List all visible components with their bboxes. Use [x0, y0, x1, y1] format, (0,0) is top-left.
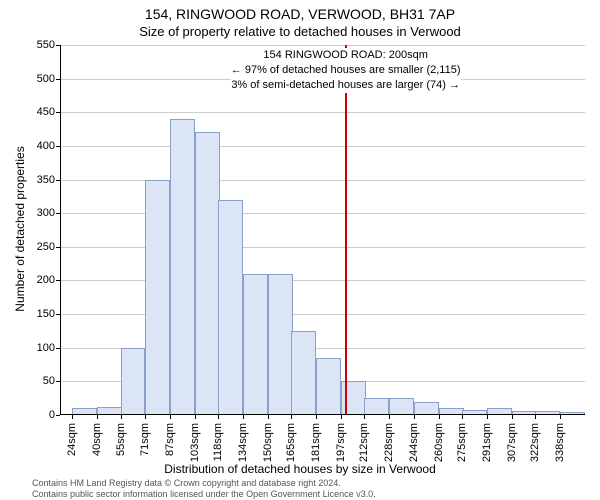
- attribution-line1: Contains HM Land Registry data © Crown c…: [32, 478, 376, 489]
- y-tick-label: 250: [25, 241, 55, 253]
- y-tick-label: 100: [25, 342, 55, 354]
- histogram-bar: [121, 348, 146, 415]
- annotation-line3: 3% of semi-detached houses are larger (7…: [231, 78, 461, 93]
- histogram-bar: [268, 274, 293, 415]
- histogram-bar: [218, 200, 243, 415]
- attribution-line2: Contains public sector information licen…: [32, 489, 376, 500]
- annotation-line1: 154 RINGWOOD ROAD: 200sqm: [231, 48, 461, 63]
- gridline: [60, 280, 585, 281]
- marker-line: [345, 45, 347, 415]
- histogram-bar: [414, 402, 439, 415]
- histogram-bar: [170, 119, 195, 415]
- chart-title: 154, RINGWOOD ROAD, VERWOOD, BH31 7AP: [0, 6, 600, 22]
- x-axis-label: Distribution of detached houses by size …: [0, 462, 600, 476]
- gridline: [60, 247, 585, 248]
- gridline: [60, 45, 585, 46]
- y-tick-label: 550: [25, 39, 55, 51]
- y-tick-label: 150: [25, 308, 55, 320]
- y-tick-label: 400: [25, 140, 55, 152]
- gridline: [60, 146, 585, 147]
- annotation-box: 154 RINGWOOD ROAD: 200sqm← 97% of detach…: [231, 48, 461, 93]
- y-tick-label: 200: [25, 274, 55, 286]
- y-axis-ticks: 050100150200250300350400450500550: [25, 45, 55, 415]
- attribution-text: Contains HM Land Registry data © Crown c…: [32, 478, 376, 500]
- histogram-bar: [389, 398, 414, 415]
- gridline: [60, 112, 585, 113]
- chart-subtitle: Size of property relative to detached ho…: [0, 24, 600, 39]
- histogram-bar: [291, 331, 316, 415]
- annotation-line2: ← 97% of detached houses are smaller (2,…: [231, 63, 461, 78]
- histogram-bar: [145, 180, 170, 415]
- histogram-bar: [316, 358, 341, 415]
- y-tick-label: 300: [25, 207, 55, 219]
- y-tick-label: 500: [25, 73, 55, 85]
- plot-area: 154 RINGWOOD ROAD: 200sqm← 97% of detach…: [60, 45, 585, 415]
- y-tick-label: 450: [25, 106, 55, 118]
- gridline: [60, 180, 585, 181]
- y-tick-label: 0: [25, 409, 55, 421]
- histogram-bar: [195, 132, 220, 415]
- y-tick-label: 350: [25, 174, 55, 186]
- gridline: [60, 213, 585, 214]
- histogram-bar: [364, 398, 389, 415]
- y-axis-line: [60, 45, 61, 415]
- y-tick-label: 50: [25, 375, 55, 387]
- gridline: [60, 314, 585, 315]
- histogram-bar: [243, 274, 268, 415]
